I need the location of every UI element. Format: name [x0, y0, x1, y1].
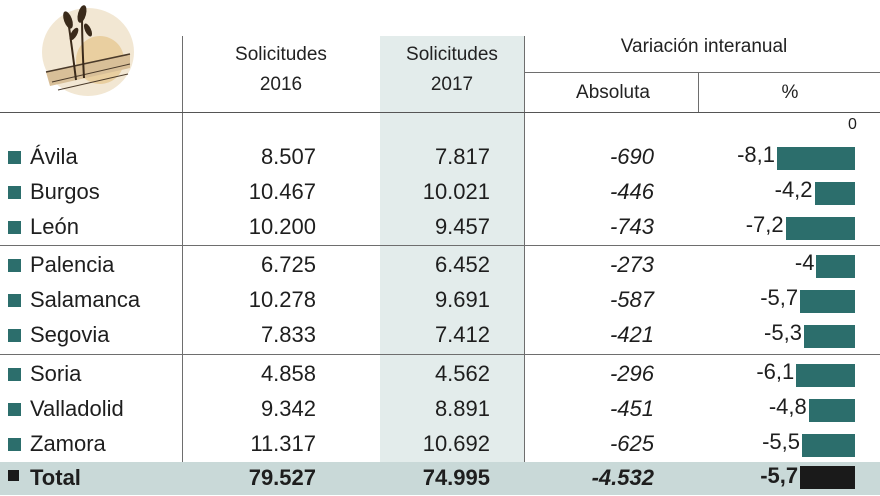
value-2016: 79.527 [248, 465, 316, 490]
value-2017: 10.692 [422, 431, 490, 456]
value-2016: 10.278 [248, 287, 316, 312]
value-absolute: -690 [609, 144, 654, 169]
pct-label: -8,1 [737, 142, 775, 167]
pct-bar [816, 255, 855, 278]
value-2017: 4.562 [434, 361, 490, 386]
row-name: Total [30, 465, 81, 490]
header-2016: Solicitudes 2016 [235, 44, 327, 95]
value-2017: 74.995 [422, 465, 490, 490]
row-name: Palencia [30, 252, 115, 277]
header-subline [524, 72, 880, 73]
row-name: Segovia [30, 322, 110, 347]
value-2017: 10.021 [422, 179, 490, 204]
value-2016: 4.858 [260, 361, 316, 386]
value-2017: 7.412 [434, 322, 490, 347]
value-absolute: -421 [609, 322, 654, 347]
group-separator-1 [0, 245, 880, 246]
pct-bar [800, 466, 855, 489]
pct-label: -5,7 [760, 285, 799, 310]
value-2017: 7.817 [434, 144, 490, 169]
row-name: Ávila [30, 144, 78, 169]
pct-label: -4 [794, 250, 815, 275]
row-name: Valladolid [30, 396, 124, 421]
pct-bar [800, 290, 855, 313]
pct-label: -7,2 [745, 212, 784, 237]
value-absolute: -446 [609, 179, 654, 204]
header-absoluta: Absoluta [576, 82, 650, 103]
pct-bar [777, 147, 855, 170]
pct-bar [808, 399, 855, 422]
value-2017: 9.457 [434, 214, 490, 239]
value-2017: 6.452 [434, 252, 490, 277]
pct-bar [814, 182, 855, 205]
header-variacion: Variación interanual [620, 36, 788, 57]
value-absolute: -743 [609, 214, 654, 239]
row-marker-square [8, 221, 21, 234]
pct-bar [802, 434, 855, 457]
value-absolute: -587 [609, 287, 654, 312]
row-marker-square [8, 368, 21, 381]
pct-label: -5,3 [764, 320, 802, 345]
grid-vline-1 [182, 36, 183, 462]
group-separator-2 [0, 354, 880, 355]
wheat-sun-logo [38, 2, 138, 100]
bar-zero-label: 0 [848, 116, 857, 133]
value-absolute: -4.532 [591, 465, 654, 490]
value-absolute: -273 [609, 252, 654, 277]
header-bottom-line [0, 112, 880, 113]
value-2017: 9.691 [434, 287, 490, 312]
row-name: Salamanca [30, 287, 141, 312]
value-absolute: -296 [609, 361, 654, 386]
row-marker-square [8, 151, 21, 164]
value-2017: 8.891 [434, 396, 490, 421]
grid-vline-3 [698, 72, 699, 112]
value-2016: 10.200 [248, 214, 316, 239]
pct-label: -4,2 [774, 177, 813, 202]
header-percent: % [781, 82, 799, 103]
row-marker-square [8, 294, 21, 307]
pct-bar [796, 364, 855, 387]
row-marker-square [8, 259, 21, 272]
pct-bar [803, 325, 855, 348]
row-name: Soria [30, 361, 82, 386]
row-marker-square [8, 186, 21, 199]
total-row-background [0, 462, 880, 495]
value-2016: 9.342 [260, 396, 316, 421]
header-2017: Solicitudes 2017 [406, 44, 498, 95]
value-2016: 6.725 [260, 252, 316, 277]
value-absolute: -625 [609, 431, 654, 456]
row-marker-square [8, 403, 21, 416]
value-2016: 8.507 [260, 144, 316, 169]
row-name: Zamora [30, 431, 106, 456]
value-absolute: -451 [609, 396, 654, 421]
pct-label: -5,5 [762, 429, 801, 454]
pct-label: -5,7 [760, 463, 799, 488]
row-name: Burgos [30, 179, 100, 204]
pct-label: -4,8 [768, 394, 807, 419]
value-2016: 11.317 [250, 431, 316, 456]
pct-bar [785, 217, 855, 240]
value-2016: 10.467 [248, 179, 316, 204]
row-name: León [30, 214, 79, 239]
row-marker-square [8, 470, 19, 481]
pct-label: -6,1 [756, 359, 795, 384]
grid-vline-2 [524, 36, 525, 462]
row-marker-square [8, 438, 21, 451]
value-2016: 7.833 [260, 322, 316, 347]
row-marker-square [8, 329, 21, 342]
